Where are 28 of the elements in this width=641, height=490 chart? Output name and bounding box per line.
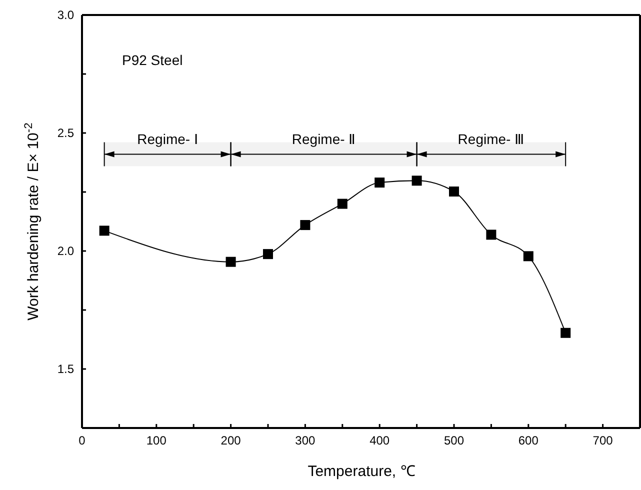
x-tick-label: 300	[295, 434, 316, 448]
point	[300, 220, 310, 230]
point	[226, 256, 236, 267]
point	[523, 251, 534, 262]
band-label: Regime- Ⅲ	[458, 131, 525, 148]
point	[449, 186, 459, 197]
point	[486, 230, 496, 240]
x-tick-label: 100	[146, 434, 167, 448]
y-tick-label: 2.5	[57, 126, 74, 140]
x-tick-label: 0	[78, 434, 86, 448]
point	[374, 178, 385, 188]
point	[412, 176, 422, 186]
band-label: Regime- Ⅱ	[292, 131, 356, 148]
band-label: Regime- Ⅰ	[137, 131, 198, 148]
y-tick-label: 2.0	[57, 244, 74, 258]
x-tick-label: 700	[592, 434, 614, 448]
x-tick-label: 200	[220, 434, 242, 448]
annotation: P92 Steel	[122, 52, 183, 68]
x-tick-label: 500	[444, 434, 464, 448]
point	[99, 226, 110, 236]
point	[263, 249, 273, 260]
point	[560, 328, 571, 338]
x-tick-label: 400	[370, 434, 390, 448]
x-tick-label: 600	[518, 434, 539, 448]
y-tick-label: 1.5	[57, 362, 74, 376]
point	[337, 198, 348, 209]
x-axis-title: Temperature, ℃	[308, 463, 416, 480]
y-tick-label: 3.0	[57, 8, 74, 22]
